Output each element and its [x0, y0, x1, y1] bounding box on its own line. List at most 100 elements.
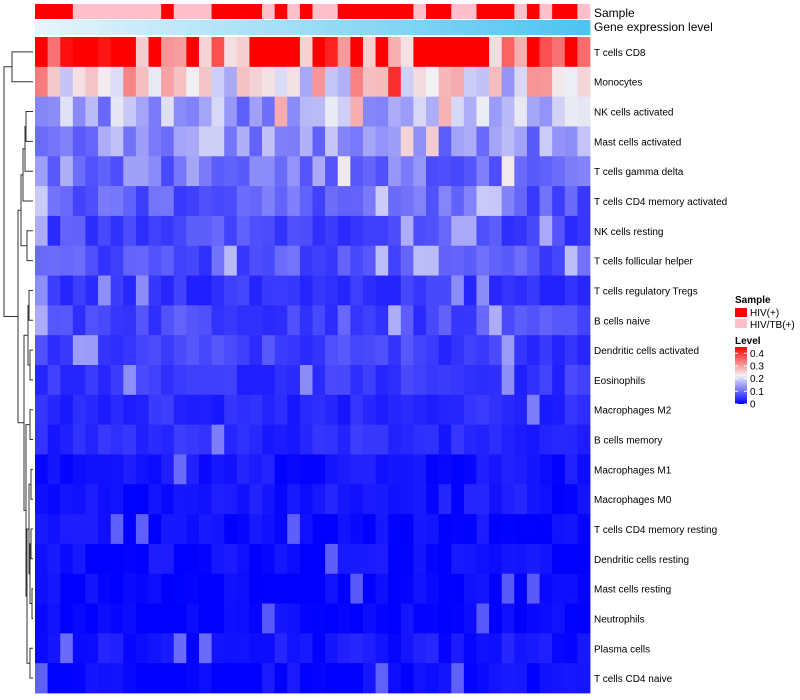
heatmap-cell — [388, 335, 402, 366]
heatmap-cell — [337, 275, 351, 306]
heatmap-cell — [236, 543, 250, 575]
heatmap-cell — [72, 514, 86, 545]
heatmap-cell — [463, 394, 477, 426]
row-label: T cells regulatory Tregs — [594, 286, 698, 297]
heatmap-cell — [274, 66, 288, 98]
heatmap-cell — [161, 186, 175, 217]
heatmap-cell — [47, 66, 61, 98]
row-label: Dendritic cells resting — [594, 555, 689, 566]
heatmap-cell — [463, 156, 477, 187]
gene-expression-annotation-cell — [186, 20, 200, 35]
heatmap-cell — [426, 126, 440, 157]
heatmap-cell — [312, 66, 326, 98]
heatmap-cell — [85, 573, 99, 604]
heatmap-cell — [287, 275, 301, 306]
heatmap-cell — [438, 335, 452, 366]
row-label: Eosinophils — [594, 376, 645, 387]
heatmap-cell — [564, 454, 578, 485]
heatmap-cell — [262, 603, 276, 634]
gene-expression-annotation-cell — [262, 20, 276, 35]
heatmap-cell — [224, 275, 238, 306]
heatmap-cell — [451, 663, 465, 694]
heatmap-cell — [135, 543, 149, 575]
heatmap-cell — [337, 543, 351, 575]
heatmap-cell — [198, 394, 212, 426]
heatmap-cell — [299, 245, 313, 276]
heatmap-cell — [312, 335, 326, 366]
heatmap-cell — [400, 126, 414, 157]
heatmap-cell — [173, 66, 187, 98]
heatmap-cell — [526, 186, 540, 217]
sample-annotation-cell — [501, 4, 515, 19]
heatmap-cell — [552, 514, 566, 545]
heatmap-cell — [287, 186, 301, 217]
heatmap-cell — [539, 514, 553, 545]
heatmap-cell — [476, 454, 490, 485]
heatmap-cell — [526, 66, 540, 98]
heatmap-cell — [161, 633, 175, 664]
heatmap-cell — [123, 37, 137, 68]
heatmap-cell — [413, 394, 427, 426]
heatmap-cell — [173, 186, 187, 217]
heatmap-cell — [287, 37, 301, 68]
legend-sample-title: Sample — [735, 295, 771, 306]
heatmap-cell — [577, 37, 591, 68]
heatmap-cell — [577, 186, 591, 217]
heatmap-cell — [211, 66, 225, 98]
gene-expression-annotation-cell — [123, 20, 137, 35]
heatmap-cell — [186, 66, 200, 98]
row-label: Neutrophils — [594, 614, 645, 625]
heatmap-cell — [186, 484, 200, 515]
row-label: B cells naive — [594, 316, 651, 327]
heatmap-cell — [526, 37, 540, 68]
heatmap-cell — [312, 424, 326, 455]
heatmap-cell — [526, 514, 540, 545]
heatmap-cell — [198, 186, 212, 217]
heatmap-cell — [287, 633, 301, 664]
heatmap-cell — [388, 603, 402, 634]
heatmap-cell — [362, 96, 376, 127]
heatmap-cell — [299, 573, 313, 604]
heatmap-cell — [249, 394, 263, 426]
heatmap-cell — [123, 543, 137, 575]
heatmap-cell — [350, 573, 364, 604]
heatmap-cell — [501, 66, 515, 98]
heatmap-cell — [173, 633, 187, 664]
heatmap-cell — [476, 66, 490, 98]
gene-expression-annotation-cell — [350, 20, 364, 35]
heatmap-cell — [249, 126, 263, 157]
heatmap-cell — [400, 305, 414, 336]
heatmap-cell — [47, 335, 61, 366]
heatmap-cell — [526, 305, 540, 336]
heatmap-cell — [236, 424, 250, 455]
heatmap-cell — [564, 245, 578, 276]
heatmap-cell — [85, 663, 99, 694]
sample-annotation-cell — [98, 4, 112, 19]
heatmap-cell — [72, 424, 86, 455]
heatmap-cell — [135, 365, 149, 396]
heatmap-cell — [123, 394, 137, 426]
heatmap-cell — [173, 543, 187, 575]
heatmap-cell — [262, 96, 276, 127]
heatmap-cell — [539, 365, 553, 396]
heatmap-cell — [198, 603, 212, 634]
heatmap-cell — [110, 543, 124, 575]
heatmap-cell — [564, 514, 578, 545]
heatmap-cell — [426, 394, 440, 426]
heatmap-cell — [451, 215, 465, 247]
heatmap-cell — [451, 335, 465, 366]
heatmap-cell — [362, 156, 376, 187]
heatmap-cell — [577, 335, 591, 366]
heatmap-cell — [85, 126, 99, 157]
heatmap-cell — [287, 365, 301, 396]
heatmap-cell — [60, 543, 74, 575]
heatmap-cell — [451, 186, 465, 217]
heatmap-cell — [148, 335, 162, 366]
heatmap-cell — [98, 156, 112, 187]
heatmap-cell — [60, 66, 74, 98]
heatmap-cell — [60, 275, 74, 306]
heatmap-cell — [211, 335, 225, 366]
heatmap-cell — [577, 543, 591, 575]
sample-annotation-cell — [72, 4, 86, 19]
heatmap-cell — [224, 245, 238, 276]
